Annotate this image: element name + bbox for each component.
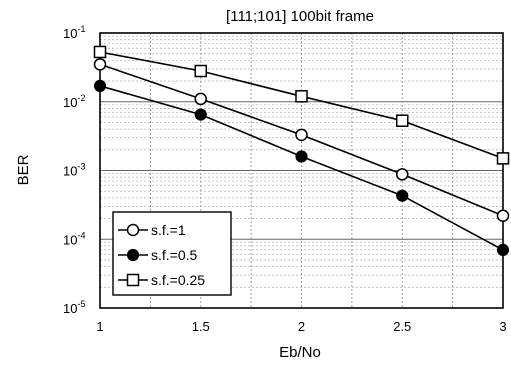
y-tick-label: 10-3	[63, 162, 85, 179]
series-1	[93, 58, 510, 222]
data-point	[396, 189, 409, 202]
legend-item: s.f.=1	[118, 222, 186, 238]
legend-label: s.f.=0.5	[151, 247, 198, 263]
x-tick-label: 3	[499, 319, 506, 334]
chart-title: [111;101] 100bit frame	[226, 8, 374, 25]
x-tick-label: 1.5	[192, 319, 210, 334]
y-tick-labels: 10-1 10-2 10-3 10-4 10-5	[63, 24, 85, 316]
x-tick-label: 2.5	[393, 319, 411, 334]
data-point	[295, 128, 308, 142]
legend-marker	[126, 273, 140, 287]
data-point	[396, 168, 409, 181]
data-point	[194, 108, 207, 121]
series-2	[93, 79, 510, 256]
y-axis-label: BER	[15, 154, 32, 185]
data-point	[295, 90, 308, 103]
legend-label: s.f.=0.25	[151, 272, 205, 288]
legend-marker	[126, 223, 140, 237]
legend-marker	[126, 248, 140, 262]
y-tick-label: 10-4	[63, 230, 85, 247]
legend-label: s.f.=1	[151, 222, 186, 238]
series-3	[93, 45, 510, 165]
data-point	[93, 45, 107, 59]
y-tick-label: 10-5	[63, 299, 85, 316]
x-tick-label: 1	[96, 319, 103, 334]
data-point	[295, 150, 308, 163]
legend: s.f.=1 s.f.=0.5 s.f.=0.25	[112, 211, 232, 296]
data-point	[194, 64, 207, 78]
y-tick-label: 10-2	[63, 93, 85, 110]
data-point	[93, 58, 107, 71]
data-point	[496, 209, 510, 222]
x-axis-label: Eb/No	[279, 344, 321, 361]
data-point	[396, 114, 409, 127]
plot-frame	[99, 32, 504, 309]
y-tick-label: 10-1	[63, 24, 85, 41]
series-group	[93, 45, 510, 256]
legend-item: s.f.=0.5	[118, 247, 198, 263]
legend-item: s.f.=0.25	[118, 272, 205, 288]
x-tick-labels: 1 1.5 2 2.5 3	[96, 319, 506, 334]
data-point	[496, 152, 510, 165]
data-point	[194, 92, 207, 106]
data-point	[496, 243, 510, 256]
data-point	[93, 79, 107, 93]
x-tick-label: 2	[298, 319, 305, 334]
